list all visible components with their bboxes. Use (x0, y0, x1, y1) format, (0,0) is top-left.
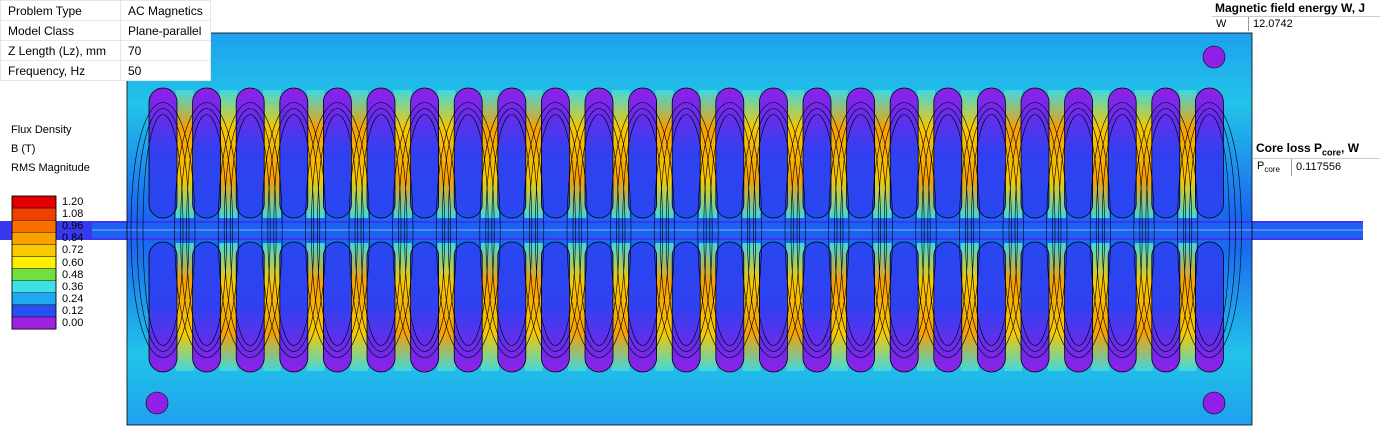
legend-level-label: 0.60 (62, 256, 84, 269)
legend-level-label: 0.12 (62, 304, 84, 317)
energy-table-title: Magnetic field energy W, J (1215, 1, 1366, 15)
legend-level-label: 1.20 (62, 196, 84, 208)
stator-tooth (1047, 90, 1066, 218)
legend-swatch (11, 244, 57, 257)
property-value: Plane-parallel (120, 20, 211, 41)
stator-tooth (1091, 90, 1110, 218)
legend-swatch (11, 316, 57, 330)
legend-swatch (11, 232, 57, 245)
stator-tooth (393, 90, 412, 218)
legend-level-label: 0.84 (62, 232, 84, 245)
core-loss-title: Core loss Pcore, W (1256, 141, 1360, 158)
legend-title-line: RMS Magnitude (11, 162, 90, 174)
property-label: Frequency, Hz (0, 60, 121, 81)
legend-swatch (11, 280, 57, 294)
legend-level-label: 0.96 (62, 220, 84, 233)
core-loss-row-label: Pcore (1253, 158, 1292, 176)
legend-swatch (11, 195, 57, 209)
stator-tooth (437, 90, 456, 218)
property-row: Frequency, Hz 50 (0, 60, 211, 81)
stator-tooth (742, 90, 761, 218)
stator-tooth (960, 90, 979, 218)
stator-tooth (917, 90, 935, 218)
property-row: Problem Type AC Magnetics (0, 0, 211, 21)
legend-level-label: 0.72 (62, 244, 84, 257)
core-loss-row-value: 0.117556 (1291, 158, 1380, 176)
stator-tooth (568, 90, 587, 218)
legend-level-label: 1.08 (62, 208, 84, 221)
stator-tooth (1178, 90, 1197, 218)
stator-tooth (175, 90, 194, 218)
stator-tooth (524, 90, 543, 218)
field-map (0, 32, 1363, 426)
stator-tooth (1135, 90, 1153, 218)
legend-title-line: Flux Density (11, 124, 72, 136)
property-row: Z Length (Lz), mm 70 (0, 40, 211, 61)
property-label: Z Length (Lz), mm (0, 40, 121, 61)
legend-swatch (11, 256, 57, 269)
stator-tooth (306, 90, 325, 218)
legend-level-label: 0.00 (62, 317, 84, 329)
stator-tooth (1004, 90, 1023, 218)
legend-swatch (11, 268, 57, 281)
legend-swatch (11, 207, 57, 221)
property-value: AC Magnetics (120, 0, 211, 21)
stator-tooth (481, 90, 499, 218)
property-value: 50 (120, 60, 211, 81)
stator-tooth (786, 90, 805, 218)
stator-tooth (655, 90, 674, 218)
legend-level-label: 0.24 (62, 292, 84, 305)
stator-tooth (699, 90, 717, 218)
legend-level-label: 0.48 (62, 268, 84, 281)
stator-tooth (611, 90, 630, 218)
legend-swatch (11, 304, 57, 318)
energy-row-label: W (1212, 16, 1249, 31)
stator-tooth (263, 90, 281, 218)
property-label: Model Class (0, 20, 121, 41)
stator-tooth (219, 90, 238, 218)
stator-tooth (829, 90, 848, 218)
energy-table: Magnetic field energy W, J W 12.0742 (1212, 0, 1380, 31)
property-label: Problem Type (0, 0, 121, 21)
color-legend (11, 195, 57, 330)
stator-tooth (350, 90, 369, 218)
stator-tooth (873, 90, 892, 218)
legend-swatch (11, 292, 57, 306)
problem-properties-table: Problem Type AC Magnetics Model Class Plane… (0, 0, 211, 81)
legend-title-line: B (T) (11, 143, 36, 155)
legend-level-label: 0.36 (62, 280, 84, 293)
core-loss-table: Core loss Pcore, W Pcore 0.117556 (1253, 140, 1380, 176)
property-row: Model Class Plane-parallel (0, 20, 211, 41)
property-value: 70 (120, 40, 211, 61)
energy-row-value: 12.0742 (1248, 16, 1380, 31)
legend-swatch (11, 219, 57, 233)
